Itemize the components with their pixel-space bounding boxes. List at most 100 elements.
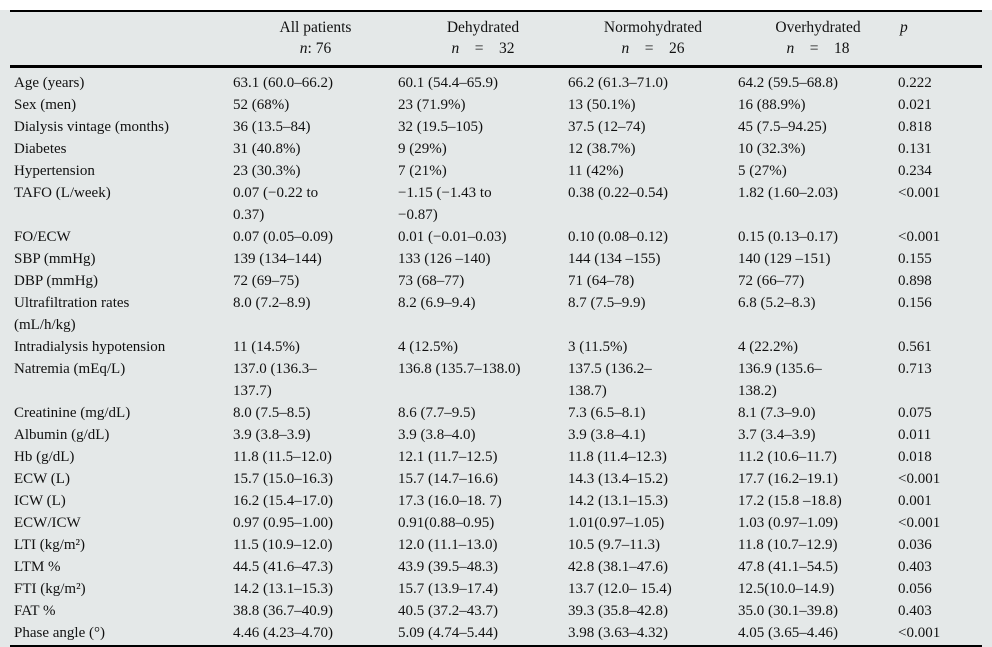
cell-all-patients: 139 (134–144) [233,251,322,267]
row-label: FTI (kg/m²) [14,581,86,597]
cell-dehydrated: 15.7 (14.7–16.6) [398,471,498,487]
cell-p-value: <0.001 [898,229,941,245]
cell-overhydrated: 72 (66–77) [738,273,805,289]
row-label: ICW (L) [14,493,66,509]
cell-p-value: <0.001 [898,515,941,531]
cell-dehydrated: 5.09 (4.74–5.44) [398,625,498,641]
cell-all-patients: 63.1 (60.0–66.2) [233,75,333,91]
cell-normohydrated: 37.5 (12–74) [568,119,646,135]
cell-overhydrated: 1.03 (0.97–1.09) [738,515,838,531]
table-row: LTI (kg/m²) 11.5 (10.9–12.0) 12.0 (11.1–13… [10,534,982,556]
cell-p-value: <0.001 [898,185,941,201]
cell-dehydrated: 23 (71.9%) [398,97,466,113]
cell-p-value: 0.898 [898,273,932,289]
n-symbol: n [299,40,308,57]
row-label: Dialysis vintage (months) [14,119,169,135]
n-value: = 26 [629,40,685,57]
cell-overhydrated: 16 (88.9%) [738,97,806,113]
table-body: Age (years) 63.1 (60.0–66.2) 60.1 (54.4–65… [10,67,982,647]
table-row: Phase angle (°) 4.46 (4.23–4.70) 5.09 (4.7… [10,622,982,646]
cell-all-patients: 11.8 (11.5–12.0) [233,449,332,465]
cell-normohydrated: 3 (11.5%) [568,339,628,355]
cell-overhydrated: 35.0 (30.1–39.8) [738,603,838,619]
row-label: ECW/ICW [14,515,81,531]
table-row: FO/ECW 0.07 (0.05–0.09) 0.01 (−0.01–0.03) 0… [10,226,982,248]
cell-all-patients: 44.5 (41.6–47.3) [233,559,333,575]
cell-overhydrated: 136.9 (135.6– 138.2) [738,361,822,399]
cell-overhydrated: 140 (129 –151) [738,251,831,267]
table-row: Creatinine (mg/dL) 8.0 (7.5–8.5) 8.6 (7.7–… [10,402,982,424]
column-header-p-value: p [898,11,982,68]
cell-p-value: 0.234 [898,163,932,179]
cell-p-value: <0.001 [898,625,941,641]
cell-dehydrated: 0.01 (−0.01–0.03) [398,229,507,245]
table-row: SBP (mmHg) 139 (134–144) 133 (126 –140) 144… [10,248,982,270]
cell-p-value: 0.561 [898,339,932,355]
cell-normohydrated: 11 (42%) [568,163,624,179]
row-label: Phase angle (°) [14,625,105,641]
column-title: All patients [279,19,352,36]
cell-all-patients: 3.9 (3.8–3.9) [233,427,311,443]
cell-dehydrated: 15.7 (13.9–17.4) [398,581,498,597]
cell-all-patients: 0.07 (−0.22 to 0.37) [233,185,319,223]
cell-p-value: 0.011 [898,427,932,443]
row-label: TAFO (L/week) [14,185,111,201]
row-label: Hypertension [14,163,95,179]
cell-all-patients: 11 (14.5%) [233,339,300,355]
cell-normohydrated: 3.9 (3.8–4.1) [568,427,646,443]
row-label: ECW (L) [14,471,70,487]
cell-dehydrated: 12.1 (11.7–12.5) [398,449,498,465]
table-row: FTI (kg/m²) 14.2 (13.1–15.3) 15.7 (13.9–17… [10,578,982,600]
cell-overhydrated: 64.2 (59.5–68.8) [738,75,838,91]
patient-characteristics-table-panel: All patients n: 76 Dehydrated n = 32 Normohy… [0,10,992,647]
column-n-count: n = 32 [398,38,568,59]
cell-dehydrated: 8.2 (6.9–9.4) [398,295,476,311]
cell-dehydrated: −1.15 (−1.43 to −0.87) [398,185,492,223]
cell-normohydrated: 3.98 (3.63–4.32) [568,625,668,641]
cell-overhydrated: 8.1 (7.3–9.0) [738,405,816,421]
cell-normohydrated: 8.7 (7.5–9.9) [568,295,646,311]
cell-normohydrated: 12 (38.7%) [568,141,636,157]
cell-normohydrated: 10.5 (9.7–11.3) [568,537,660,553]
cell-overhydrated: 17.2 (15.8 –18.8) [738,493,842,509]
cell-overhydrated: 6.8 (5.2–8.3) [738,295,816,311]
table-row: DBP (mmHg) 72 (69–75) 73 (68–77) 71 (64–78)… [10,270,982,292]
cell-p-value: 0.156 [898,295,932,311]
cell-normohydrated: 0.38 (0.22–0.54) [568,185,668,201]
column-header-parameter [10,11,233,68]
cell-normohydrated: 71 (64–78) [568,273,635,289]
cell-all-patients: 14.2 (13.1–15.3) [233,581,333,597]
cell-p-value: 0.131 [898,141,932,157]
cell-p-value: 0.036 [898,537,932,553]
cell-p-value: 0.001 [898,493,932,509]
column-n-count: n = 18 [738,38,898,59]
cell-normohydrated: 0.10 (0.08–0.12) [568,229,668,245]
table-row: Hypertension 23 (30.3%) 7 (21%) 11 (42%) 5 (… [10,160,982,182]
column-title: Dehydrated [446,19,520,36]
row-label: Albumin (g/dL) [14,427,110,443]
row-label: FAT % [14,603,56,619]
cell-overhydrated: 4.05 (3.65–4.46) [738,625,838,641]
cell-overhydrated: 5 (27%) [738,163,787,179]
n-value: = 32 [459,40,515,57]
cell-p-value: 0.713 [898,361,932,377]
cell-dehydrated: 40.5 (37.2–43.7) [398,603,498,619]
cell-normohydrated: 66.2 (61.3–71.0) [568,75,668,91]
cell-normohydrated: 144 (134 –155) [568,251,661,267]
cell-dehydrated: 3.9 (3.8–4.0) [398,427,476,443]
row-label: Intradialysis hypotension [14,339,166,355]
n-value: = 18 [794,40,850,57]
table-row: Age (years) 63.1 (60.0–66.2) 60.1 (54.4–65… [10,67,982,95]
cell-all-patients: 0.07 (0.05–0.09) [233,229,333,245]
n-value: : 76 [307,40,332,57]
cell-overhydrated: 45 (7.5–94.25) [738,119,827,135]
cell-overhydrated: 3.7 (3.4–3.9) [738,427,816,443]
table-row: Dialysis vintage (months) 36 (13.5–84) 32 … [10,116,982,138]
cell-all-patients: 15.7 (15.0–16.3) [233,471,333,487]
cell-normohydrated: 7.3 (6.5–8.1) [568,405,646,421]
n-symbol: n [451,40,460,57]
cell-p-value: 0.155 [898,251,932,267]
cell-dehydrated: 8.6 (7.7–9.5) [398,405,476,421]
cell-dehydrated: 133 (126 –140) [398,251,491,267]
